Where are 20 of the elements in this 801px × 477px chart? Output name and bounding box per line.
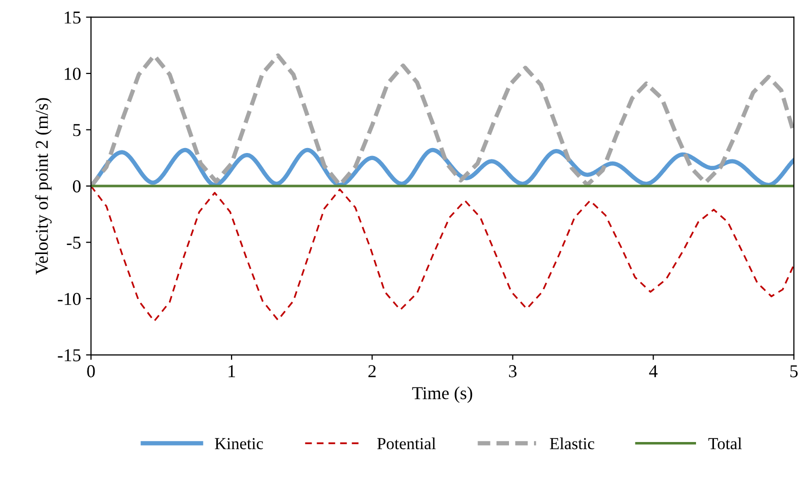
x-tick-label: 3 <box>509 365 517 378</box>
y-tick-label: 15 <box>64 12 81 24</box>
legend-label: Total <box>708 438 742 450</box>
x-tick-label: 4 <box>649 365 658 378</box>
y-tick-label: 5 <box>73 124 81 136</box>
y-axis-title: Velocity of point 2 (m/s) <box>35 98 52 275</box>
x-tick-label: 1 <box>228 365 235 378</box>
y-tick-label: -10 <box>58 292 81 306</box>
x-tick-label: 5 <box>790 365 798 378</box>
y-tick-label: 0 <box>72 180 81 192</box>
legend-label: Potential <box>377 438 436 450</box>
legend-label: Kinetic <box>214 438 263 450</box>
x-axis-title: Time (s) <box>412 386 472 403</box>
y-tick-label: -5 <box>66 236 81 249</box>
y-tick-label: 10 <box>64 68 81 80</box>
y-tick-label: -15 <box>58 349 81 362</box>
line-series <box>90 185 794 322</box>
legend-label: Elastic <box>550 438 594 450</box>
x-tick-label: 2 <box>368 365 376 378</box>
x-tick-label: 0 <box>87 365 95 378</box>
